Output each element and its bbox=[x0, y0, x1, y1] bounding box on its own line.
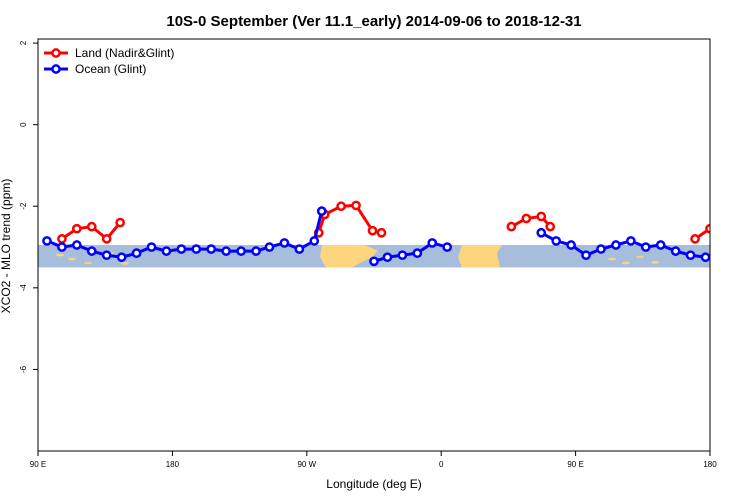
island-speck bbox=[68, 257, 76, 261]
island-speck bbox=[84, 261, 92, 265]
data-point bbox=[101, 250, 112, 261]
data-point bbox=[57, 242, 67, 252]
island-speck bbox=[622, 261, 630, 265]
data-point bbox=[427, 238, 438, 248]
data-point bbox=[176, 244, 187, 254]
data-point bbox=[116, 252, 127, 263]
data-point bbox=[376, 227, 387, 238]
data-point bbox=[685, 250, 696, 261]
x-tick-label: 90 W bbox=[297, 460, 316, 469]
island-speck bbox=[121, 262, 129, 265]
plot-frame bbox=[37, 38, 711, 452]
data-point bbox=[221, 246, 232, 256]
data-point bbox=[611, 240, 621, 250]
data-point bbox=[309, 236, 320, 246]
data-point bbox=[506, 221, 517, 232]
data-point bbox=[670, 246, 681, 256]
data-point bbox=[551, 236, 562, 246]
data-point bbox=[161, 246, 172, 256]
data-point bbox=[351, 200, 361, 211]
island-speck bbox=[608, 257, 616, 261]
data-point bbox=[294, 244, 305, 254]
x-tick-label: 90 E bbox=[567, 460, 583, 469]
data-point bbox=[206, 244, 217, 254]
island-speck bbox=[56, 253, 64, 257]
legend: Land (Nadir&Glint) Ocean (Glint) bbox=[44, 46, 174, 76]
series-land bbox=[57, 200, 710, 244]
data-point bbox=[596, 244, 606, 254]
data-point bbox=[316, 206, 327, 216]
legend-label: Land (Nadir&Glint) bbox=[75, 46, 174, 60]
data-point bbox=[279, 238, 290, 248]
x-tick-label: 0 bbox=[439, 460, 444, 469]
data-point bbox=[521, 213, 532, 224]
y-tick-label: 0 bbox=[19, 122, 28, 127]
data-point bbox=[57, 234, 67, 244]
x-tick-label: 180 bbox=[703, 460, 717, 469]
data-point bbox=[367, 225, 378, 236]
island-speck bbox=[636, 255, 644, 259]
data-point bbox=[536, 211, 547, 222]
data-point bbox=[101, 234, 112, 244]
latitude-band bbox=[38, 245, 710, 268]
data-point bbox=[626, 236, 636, 246]
chart-title: 10S-0 September (Ver 11.1_early) 2014-09… bbox=[166, 13, 581, 30]
island-speck bbox=[651, 261, 659, 264]
data-point bbox=[397, 250, 408, 261]
series-ocean bbox=[42, 206, 710, 267]
data-point bbox=[705, 223, 710, 234]
data-point bbox=[71, 240, 82, 250]
data-point bbox=[369, 256, 379, 267]
data-point bbox=[131, 248, 142, 259]
data-point bbox=[115, 217, 125, 228]
data-point bbox=[640, 242, 651, 252]
data-point bbox=[700, 252, 710, 263]
data-point bbox=[412, 248, 423, 259]
x-axis-label: Longitude (deg E) bbox=[326, 477, 421, 491]
y-tick-label: -6 bbox=[19, 365, 28, 373]
x-tick-label: 180 bbox=[166, 460, 180, 469]
axes: 90 E 180 90 W 0 90 E 180 2 0 -2 -4 -6 bbox=[19, 38, 717, 469]
ocean-band bbox=[38, 245, 710, 268]
data-point bbox=[191, 244, 202, 254]
data-point bbox=[236, 246, 246, 256]
y-tick-label: 2 bbox=[19, 40, 28, 45]
data-point bbox=[146, 242, 157, 252]
data-point bbox=[336, 201, 346, 212]
data-point bbox=[251, 246, 261, 256]
legend-marker bbox=[51, 64, 61, 74]
y-tick-label: -2 bbox=[19, 202, 28, 210]
data-point bbox=[690, 234, 700, 244]
series-layer bbox=[42, 200, 710, 267]
data-point bbox=[86, 221, 97, 232]
data-point bbox=[545, 221, 556, 232]
series-line bbox=[510, 214, 552, 228]
y-axis-label: XCO2 - MLO trend (ppm) bbox=[0, 179, 13, 314]
y-tick-label: -4 bbox=[19, 284, 28, 292]
data-point bbox=[382, 252, 393, 263]
data-point bbox=[655, 240, 666, 250]
series-line bbox=[694, 227, 710, 241]
data-point bbox=[566, 240, 576, 250]
data-point bbox=[264, 242, 275, 252]
data-point bbox=[71, 223, 82, 234]
data-point bbox=[42, 236, 52, 246]
data-point bbox=[581, 250, 591, 261]
data-point bbox=[86, 246, 97, 256]
data-point bbox=[442, 242, 453, 252]
x-tick-label: 90 E bbox=[30, 460, 46, 469]
data-point bbox=[536, 227, 547, 238]
land-south-america bbox=[320, 245, 378, 268]
legend-marker bbox=[51, 48, 61, 58]
land-africa bbox=[458, 245, 502, 268]
legend-label: Ocean (Glint) bbox=[75, 62, 146, 76]
